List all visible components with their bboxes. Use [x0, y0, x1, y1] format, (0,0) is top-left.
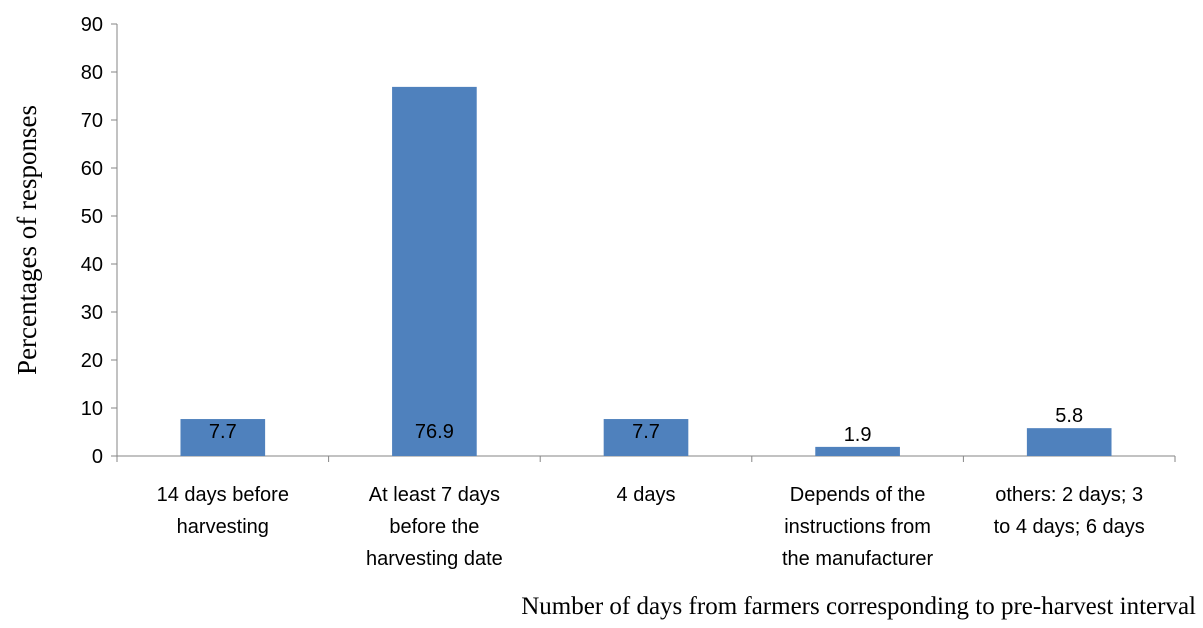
- y-axis: 0 10 20 30 40 50 60 70 80 90: [81, 14, 118, 468]
- data-label: 76.9: [415, 421, 454, 443]
- x-tick-label: 4 days: [617, 484, 676, 506]
- x-axis: [116, 455, 1176, 462]
- y-tick-label: 40: [81, 254, 103, 276]
- y-tick-label: 0: [92, 446, 103, 468]
- x-tick-label: At least 7 days before the harvesting date: [366, 484, 503, 570]
- data-label: 7.7: [209, 421, 237, 443]
- data-label: 5.8: [1055, 405, 1083, 427]
- y-axis-title: Percentages of responses: [12, 105, 42, 375]
- bar: [815, 446, 900, 456]
- x-tick-label: others: 2 days; 3 to 4 days; 6 days: [994, 484, 1145, 538]
- data-labels: 7.7 76.9 7.7 1.9 5.8: [209, 405, 1083, 446]
- y-tick-label: 10: [81, 398, 103, 420]
- bar: [603, 419, 689, 456]
- y-tick-label: 60: [81, 158, 103, 180]
- data-label: 1.9: [844, 424, 872, 446]
- bar: [180, 419, 266, 456]
- y-tick-label: 70: [81, 110, 103, 132]
- bar: [1026, 428, 1112, 456]
- category-labels: 14 days before harvesting At least 7 days b…: [157, 484, 1145, 570]
- y-tick-label: 30: [81, 302, 103, 324]
- y-tick-label: 50: [81, 206, 103, 228]
- bar: [392, 86, 477, 456]
- y-tick-label: 80: [81, 62, 103, 84]
- x-axis-title: Number of days from farmers correspondin…: [521, 593, 1196, 620]
- bars: [180, 86, 1112, 456]
- x-tick-label: Depends of the instructions from the manuf…: [782, 484, 934, 570]
- x-tick-label: 14 days before harvesting: [157, 484, 289, 538]
- y-tick-label: 90: [81, 14, 103, 36]
- data-label: 7.7: [632, 421, 660, 443]
- y-tick-label: 20: [81, 350, 103, 372]
